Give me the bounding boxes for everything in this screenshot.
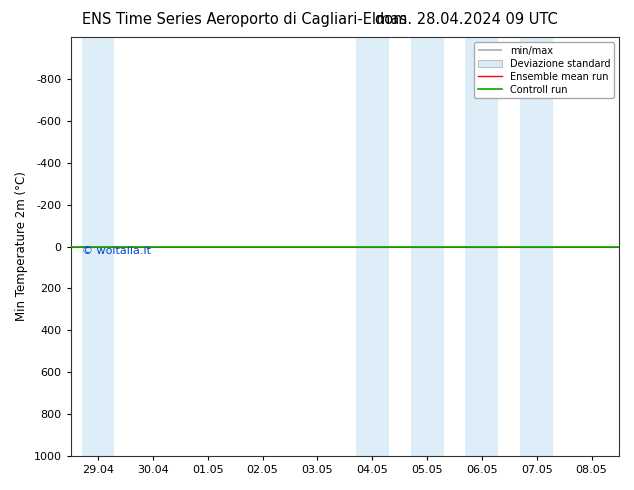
Text: ENS Time Series Aeroporto di Cagliari-Elmas: ENS Time Series Aeroporto di Cagliari-El… — [82, 12, 408, 27]
Y-axis label: Min Temperature 2m (°C): Min Temperature 2m (°C) — [15, 172, 28, 321]
Legend: min/max, Deviazione standard, Ensemble mean run, Controll run: min/max, Deviazione standard, Ensemble m… — [474, 42, 614, 98]
Bar — [465, 37, 498, 456]
Text: dom. 28.04.2024 09 UTC: dom. 28.04.2024 09 UTC — [375, 12, 558, 27]
Bar — [82, 37, 115, 456]
Bar — [411, 37, 444, 456]
Text: © woitalia.it: © woitalia.it — [82, 245, 150, 256]
Bar — [521, 37, 553, 456]
Bar — [356, 37, 389, 456]
